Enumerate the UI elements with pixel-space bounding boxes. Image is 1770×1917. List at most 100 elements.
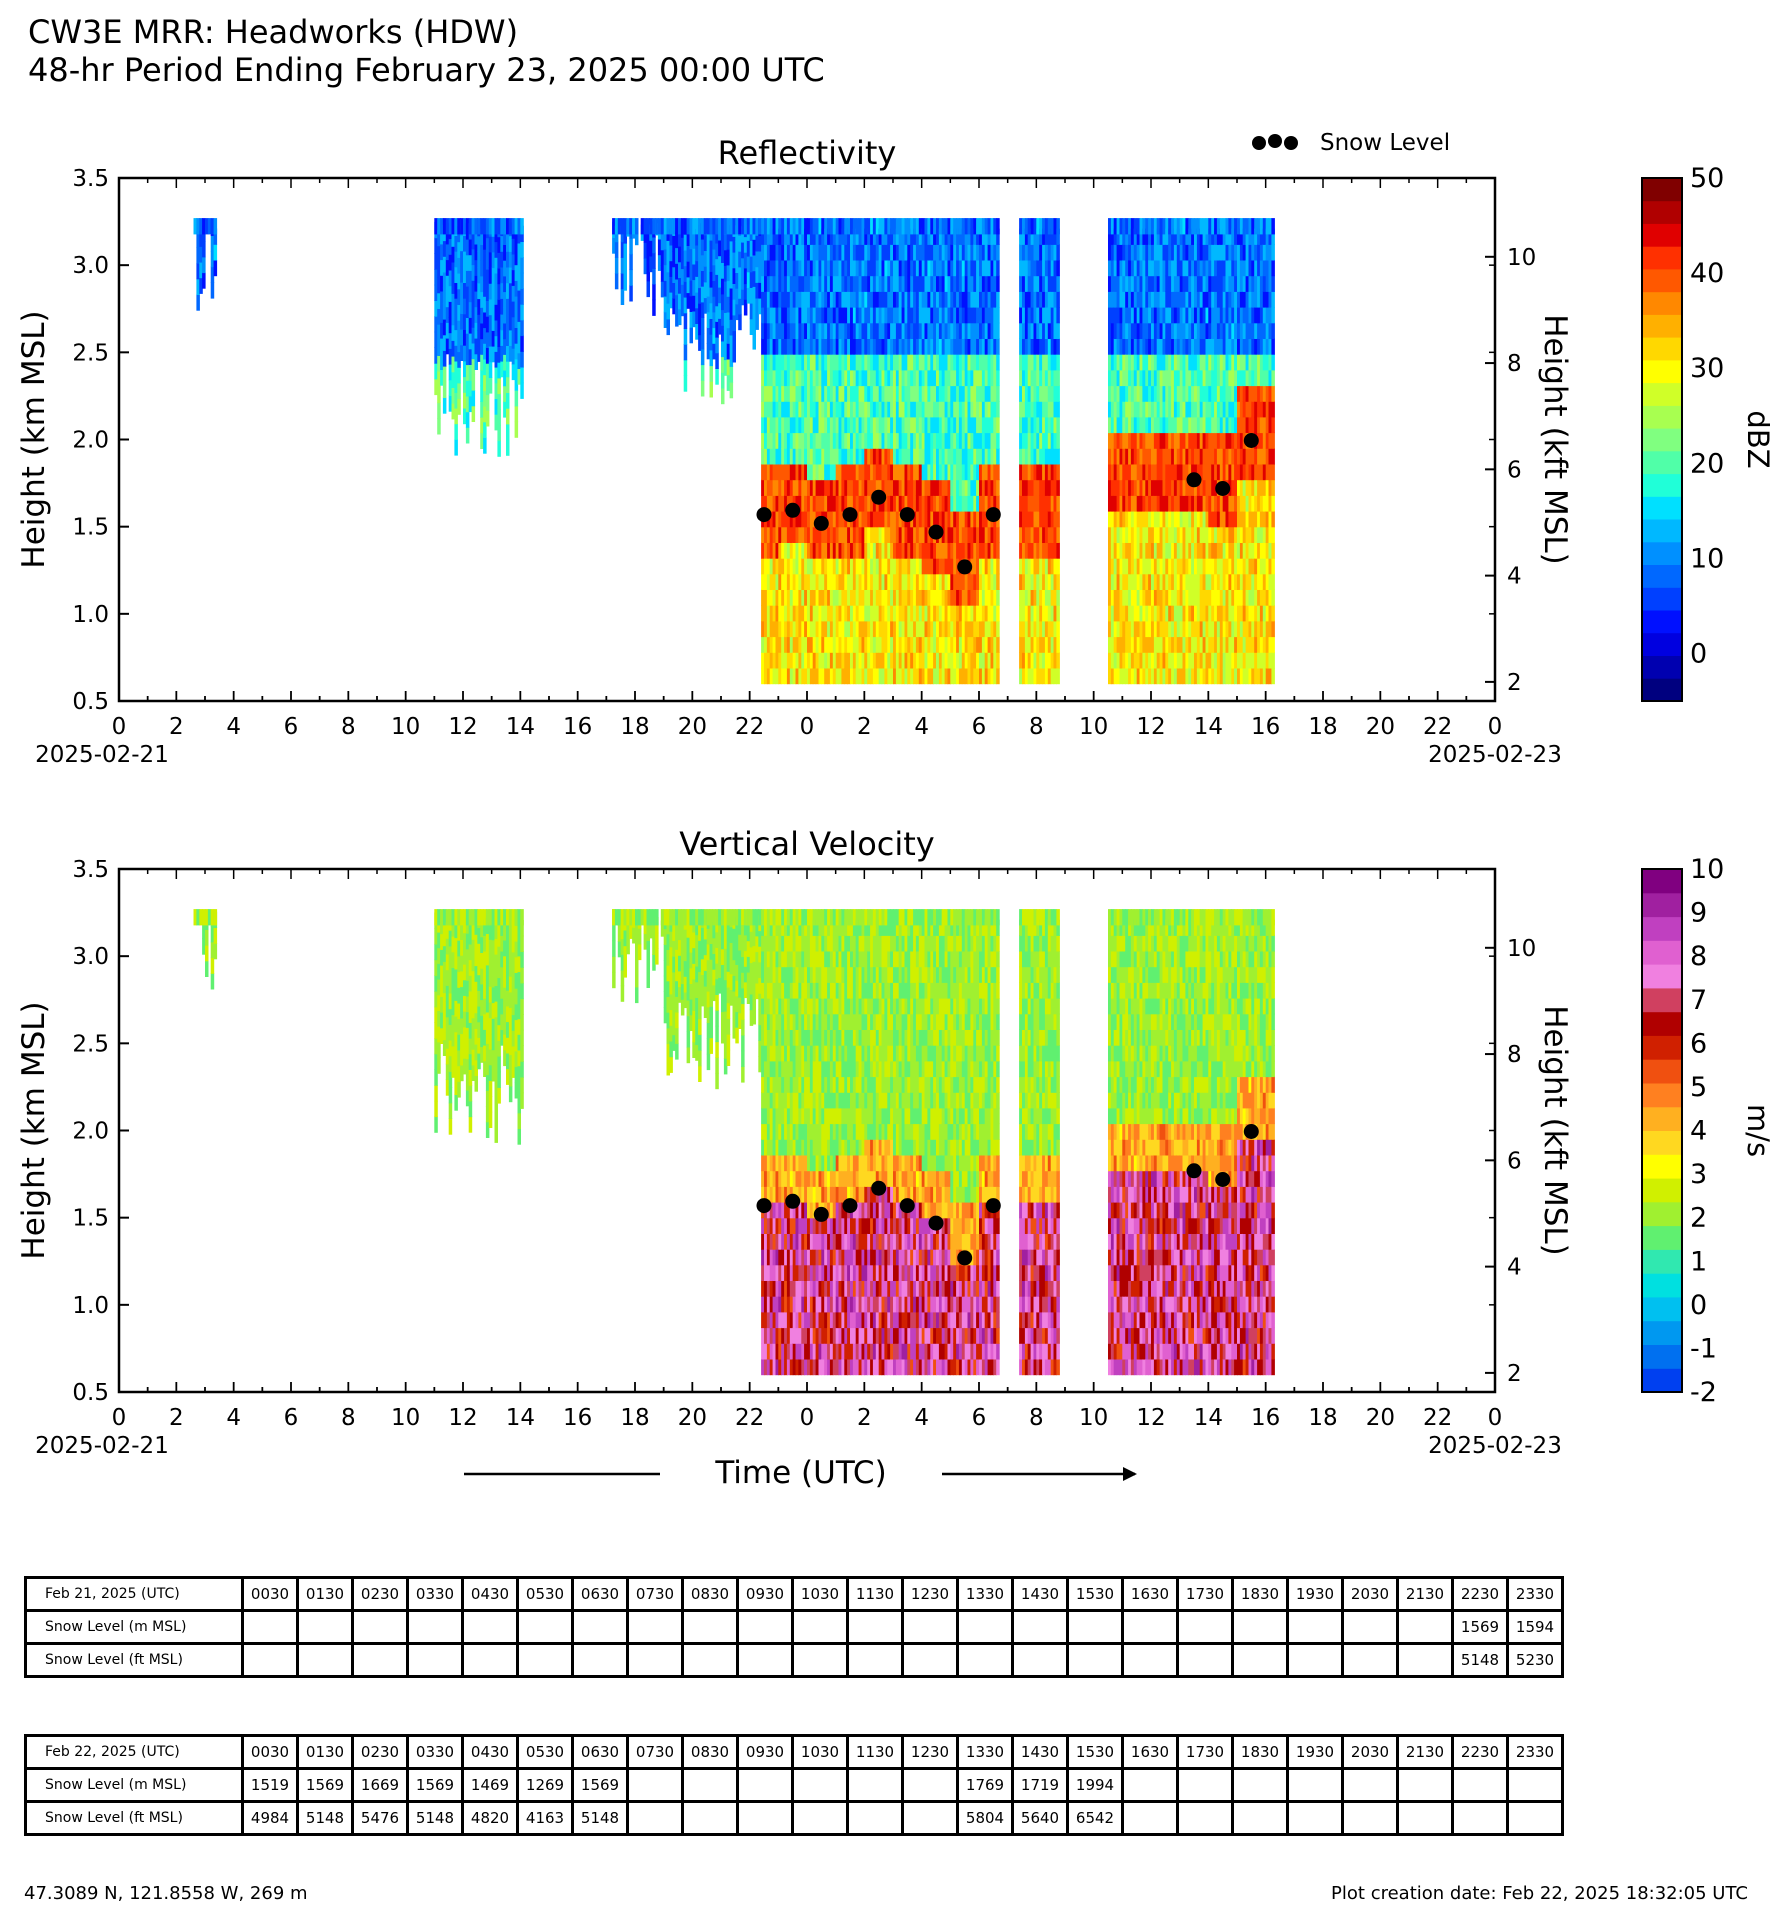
data-cell [872, 573, 877, 590]
data-cell [626, 218, 630, 235]
data-cell [698, 287, 702, 304]
data-cell [904, 558, 908, 575]
data-cell [801, 558, 805, 575]
data-cell [881, 228, 885, 245]
data-cell [827, 526, 831, 543]
data-cell [910, 218, 914, 235]
data-cell [898, 416, 903, 434]
data-cell [847, 652, 851, 669]
data-cell [812, 307, 817, 324]
data-cell [798, 244, 802, 261]
data-cell [448, 348, 453, 365]
data-cell [786, 526, 791, 543]
data-cell [850, 558, 854, 575]
data-cell [786, 291, 791, 308]
data-cell [850, 479, 854, 496]
data-cell [812, 369, 817, 387]
data-cell [887, 338, 891, 355]
data-cell [488, 377, 493, 394]
data-cell [861, 620, 865, 638]
data-cell [789, 369, 794, 387]
data-cell [884, 291, 888, 308]
data-cell [804, 338, 808, 355]
data-cell [669, 292, 673, 309]
data-cell [921, 369, 926, 387]
data-cell [715, 305, 719, 322]
data-cell [483, 374, 487, 391]
data-cell [1056, 636, 1060, 653]
data-cell [827, 275, 831, 292]
data-cell [855, 369, 860, 387]
data-cell [827, 542, 831, 559]
data-cell [778, 369, 782, 387]
data-cell [918, 620, 923, 638]
data-cell [781, 667, 785, 685]
data-cell [442, 271, 447, 289]
data-cell [761, 259, 765, 277]
data-cell [821, 291, 825, 308]
data-cell [867, 432, 871, 449]
data-cell [437, 339, 441, 356]
data-cell [858, 259, 863, 277]
data-cell [784, 432, 788, 449]
data-cell [864, 218, 868, 235]
data-cell [497, 283, 501, 300]
data-cell [761, 542, 765, 559]
data-cell [448, 395, 453, 412]
data-cell [451, 218, 455, 235]
data-cell [861, 605, 865, 622]
data-cell [758, 298, 762, 315]
data-cell [858, 322, 863, 339]
data-cell [789, 479, 794, 496]
data-cell [918, 338, 923, 355]
data-cell [451, 324, 455, 341]
data-cell [887, 369, 891, 387]
data-cell [870, 605, 874, 622]
data-cell [508, 218, 513, 235]
data-cell [517, 352, 521, 369]
data-cell [726, 343, 731, 360]
data-cell [784, 495, 788, 512]
data-cell [887, 605, 891, 622]
data-cell [798, 322, 802, 339]
data-cell [764, 667, 768, 685]
data-cell [789, 589, 794, 606]
data-cell [815, 307, 820, 324]
data-cell [764, 369, 768, 387]
data-cell [669, 218, 673, 235]
data-cell [196, 263, 200, 280]
data-cell [838, 495, 842, 512]
data-cell [480, 369, 484, 387]
data-cell [786, 620, 791, 638]
data-cell [712, 296, 716, 313]
data-cell [847, 667, 851, 685]
data-cell [483, 311, 487, 329]
data-region [193, 218, 1275, 685]
data-cell [872, 589, 877, 606]
data-cell [199, 218, 203, 235]
data-cell [494, 382, 498, 399]
data-cell [838, 218, 842, 235]
data-cell [901, 636, 906, 653]
data-cell [778, 228, 782, 245]
data-cell [786, 479, 791, 496]
data-cell [841, 338, 845, 355]
data-cell [666, 303, 670, 320]
data-cell [809, 432, 814, 449]
data-cell [434, 363, 438, 380]
data-cell [772, 369, 777, 387]
data-cell [872, 218, 877, 235]
data-cell [841, 432, 845, 449]
data-cell [723, 296, 728, 313]
data-cell [895, 291, 900, 308]
data-cell [460, 234, 464, 252]
data-cell [878, 542, 883, 559]
data-cell [838, 401, 842, 418]
data-cell [844, 542, 848, 559]
data-cell [844, 605, 848, 622]
data-cell [844, 479, 848, 496]
data-cell [913, 275, 917, 292]
data-cell [913, 573, 917, 590]
data-cell [732, 252, 736, 269]
data-cell [867, 322, 871, 339]
